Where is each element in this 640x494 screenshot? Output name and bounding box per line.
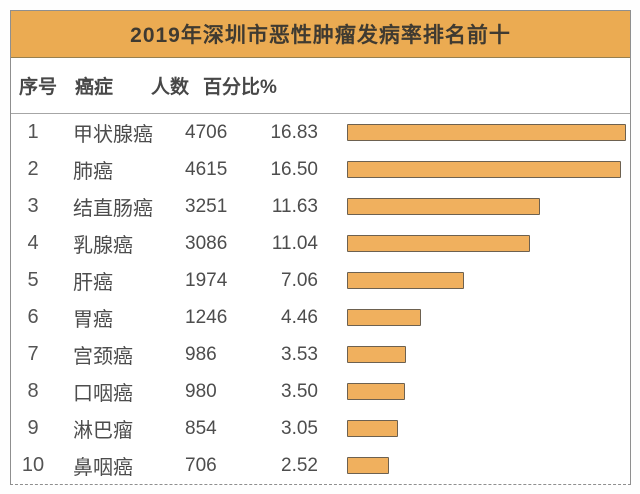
table-body: 1 甲状腺癌 4706 16.83 2 肺癌 4615 16.50 3 结直肠癌… [11,114,630,484]
row-count: 986 [185,343,217,365]
row-rank: 6 [27,306,39,328]
row-rank: 7 [27,343,39,365]
row-count: 1974 [185,269,228,291]
table-row: 3 结直肠癌 3251 11.63 [11,188,630,225]
percent-bar [347,309,421,326]
row-bar-cell [329,198,630,215]
row-cancer-name: 结直肠癌 [73,198,153,220]
row-bar-cell [329,420,630,437]
percent-bar [347,420,398,437]
table-row: 5 肝癌 1974 7.06 [11,262,630,299]
table-row: 7 宫颈癌 986 3.53 [11,336,630,373]
row-percent: 4.46 [281,306,318,328]
row-count: 706 [185,454,217,476]
row-cancer-name: 淋巴瘤 [73,420,133,442]
row-count: 4615 [185,158,228,180]
row-count: 3251 [185,195,228,217]
percent-bar [347,235,530,252]
row-rank: 10 [21,454,45,476]
row-rank: 9 [27,417,39,439]
row-bar-cell [329,235,630,252]
row-rank: 2 [27,158,39,180]
table-row: 2 肺癌 4615 16.50 [11,151,630,188]
col-header-percent: 百分比% [203,77,277,98]
row-cancer-name: 胃癌 [73,309,113,331]
percent-bar [347,124,626,141]
column-header-row: 序号 癌症 人数 百分比% [11,58,630,114]
percent-bar [347,161,621,178]
title-banner: 2019年深圳市恶性肿瘤发病率排名前十 [11,11,630,58]
row-percent: 11.63 [271,195,318,217]
row-rank: 5 [27,269,39,291]
row-bar-cell [329,272,630,289]
row-percent: 7.06 [281,269,318,291]
row-cancer-name: 宫颈癌 [73,346,133,368]
row-bar-cell [329,346,630,363]
row-percent: 3.05 [281,417,318,439]
table-row: 8 口咽癌 980 3.50 [11,373,630,410]
chart-title: 2019年深圳市恶性肿瘤发病率排名前十 [130,24,511,47]
table-row: 6 胃癌 1246 4.46 [11,299,630,336]
percent-bar [347,198,540,215]
row-rank: 8 [27,380,39,402]
row-count: 4706 [185,121,228,143]
row-bar-cell [329,309,630,326]
percent-bar [347,272,464,289]
row-percent: 11.04 [271,232,318,254]
col-header-count: 人数 [151,77,190,98]
row-percent: 16.83 [270,121,318,143]
row-cancer-name: 乳腺癌 [73,235,133,257]
row-rank: 1 [27,121,39,143]
row-cancer-name: 鼻咽癌 [73,457,133,479]
row-percent: 3.53 [281,343,318,365]
percent-bar [347,457,389,474]
row-bar-cell [329,457,630,474]
percent-bar [347,346,406,363]
row-bar-cell [329,161,630,178]
col-header-rank: 序号 [19,77,58,98]
table-row: 9 淋巴瘤 854 3.05 [11,410,630,447]
table-row: 4 乳腺癌 3086 11.04 [11,225,630,262]
table-row: 1 甲状腺癌 4706 16.83 [11,114,630,151]
row-cancer-name: 肝癌 [73,272,113,294]
row-count: 980 [185,380,217,402]
row-count: 1246 [185,306,228,328]
row-rank: 3 [27,195,39,217]
row-cancer-name: 甲状腺癌 [73,124,153,146]
row-rank: 4 [27,232,39,254]
row-percent: 2.52 [281,454,318,476]
col-header-cancer: 癌症 [75,77,114,98]
row-count: 854 [185,417,217,439]
percent-bar [347,383,405,400]
row-cancer-name: 口咽癌 [73,383,133,405]
table-row: 10 鼻咽癌 706 2.52 [11,447,630,484]
chart-frame: 2019年深圳市恶性肿瘤发病率排名前十 序号 癌症 人数 百分比% 1 甲状腺癌… [10,10,631,485]
row-cancer-name: 肺癌 [73,161,113,183]
row-bar-cell [329,124,630,141]
row-count: 3086 [185,232,228,254]
row-percent: 3.50 [281,380,318,402]
row-percent: 16.50 [270,158,318,180]
row-bar-cell [329,383,630,400]
